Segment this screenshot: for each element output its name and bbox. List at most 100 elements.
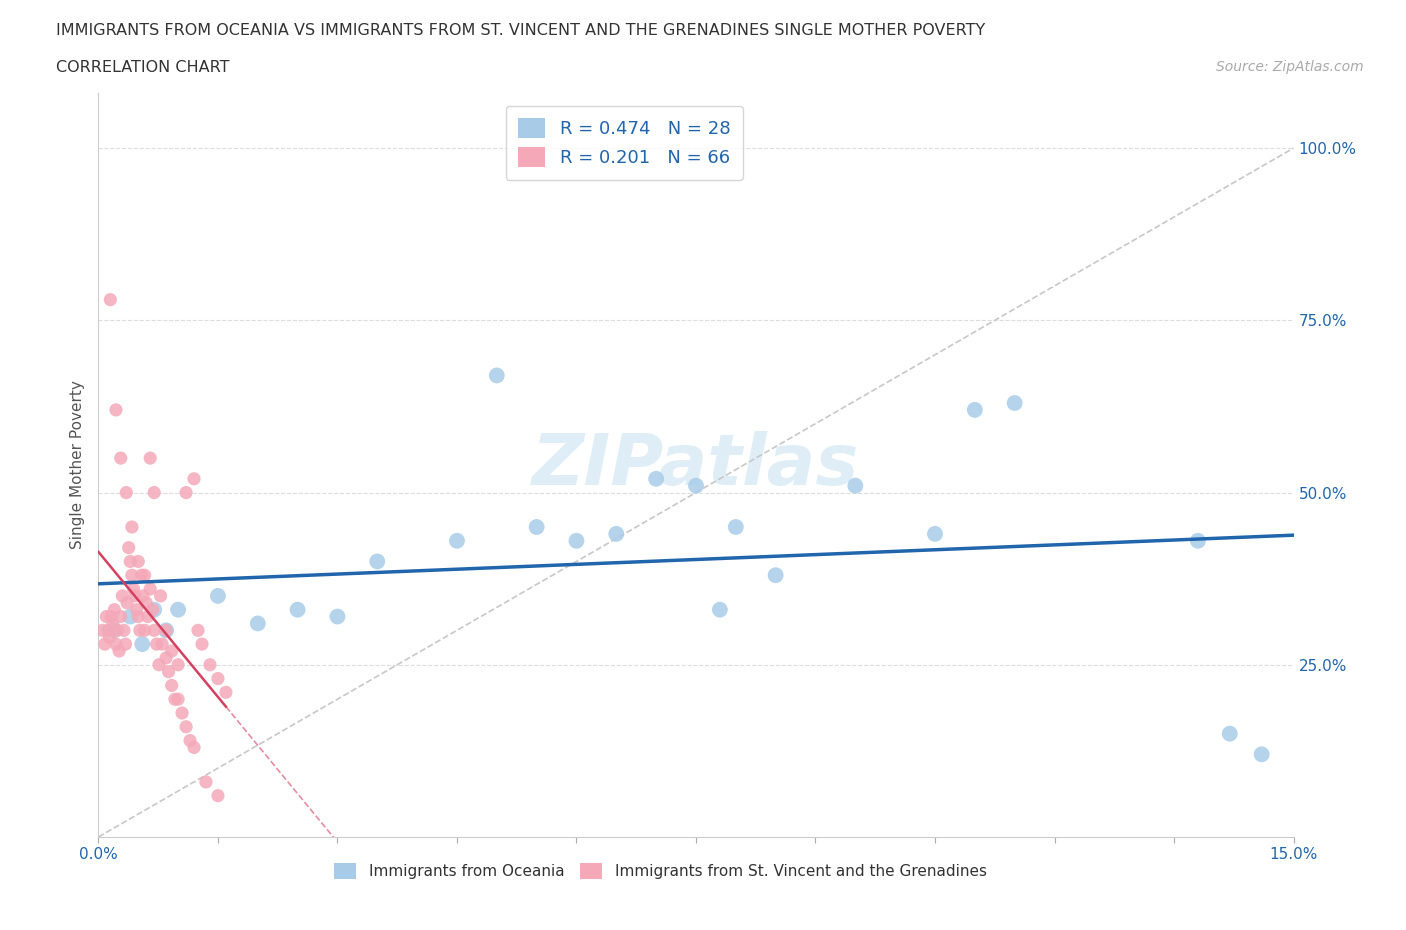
Point [131, 568, 153, 583]
Point [114, 637, 136, 652]
Point [143, 603, 166, 618]
Point [136, 609, 159, 624]
Point [150, 637, 173, 652]
Point [183, 740, 205, 755]
Point [724, 520, 747, 535]
Point [97, 623, 120, 638]
Point [122, 581, 145, 596]
Point [1187, 533, 1209, 548]
Point [167, 658, 190, 672]
Point [160, 644, 183, 658]
Point [174, 719, 197, 734]
Point [685, 478, 707, 493]
Point [195, 775, 218, 790]
Point [179, 733, 201, 748]
Point [135, 595, 157, 610]
Point [128, 623, 150, 638]
Point [91, 623, 114, 638]
Text: Source: ZipAtlas.com: Source: ZipAtlas.com [1216, 60, 1364, 74]
Point [167, 692, 190, 707]
Point [187, 623, 209, 638]
Point [142, 603, 165, 618]
Point [110, 609, 132, 624]
Point [139, 581, 162, 596]
Point [96, 609, 118, 624]
Point [526, 520, 548, 535]
Point [125, 603, 148, 618]
Point [1004, 395, 1026, 410]
Point [446, 533, 468, 548]
Point [120, 609, 142, 624]
Point [709, 603, 731, 618]
Point [98, 292, 122, 307]
Point [149, 589, 172, 604]
Point [145, 637, 167, 652]
Point [215, 684, 238, 699]
Point [121, 568, 143, 583]
Point [101, 616, 124, 631]
Point [127, 609, 149, 624]
Text: ZIPatlas: ZIPatlas [533, 431, 859, 499]
Point [844, 478, 866, 493]
Point [143, 623, 166, 638]
Point [174, 485, 197, 500]
Text: IMMIGRANTS FROM OCEANIA VS IMMIGRANTS FROM ST. VINCENT AND THE GRENADINES SINGLE: IMMIGRANTS FROM OCEANIA VS IMMIGRANTS FR… [56, 23, 986, 38]
Point [112, 623, 135, 638]
Point [155, 650, 177, 665]
Point [107, 623, 129, 638]
Point [1250, 747, 1272, 762]
Point [167, 603, 190, 618]
Point [160, 678, 183, 693]
Point [120, 554, 142, 569]
Point [108, 644, 131, 658]
Point [924, 526, 946, 541]
Point [183, 472, 205, 486]
Point [326, 609, 349, 624]
Point [207, 671, 229, 686]
Point [103, 603, 125, 618]
Point [1219, 726, 1241, 741]
Point [139, 451, 162, 466]
Point [100, 609, 122, 624]
Point [485, 368, 508, 383]
Point [124, 589, 146, 604]
Point [115, 485, 138, 500]
Legend: Immigrants from Oceania, Immigrants from St. Vincent and the Grenadines: Immigrants from Oceania, Immigrants from… [328, 857, 993, 885]
Point [246, 616, 269, 631]
Point [198, 658, 221, 672]
Point [565, 533, 588, 548]
Point [118, 540, 141, 555]
Point [103, 623, 125, 638]
Y-axis label: Single Mother Poverty: Single Mother Poverty [69, 380, 84, 550]
Point [605, 526, 627, 541]
Point [765, 568, 787, 583]
Point [143, 485, 166, 500]
Point [191, 637, 214, 652]
Point [155, 623, 177, 638]
Point [104, 637, 127, 652]
Point [121, 520, 143, 535]
Point [104, 403, 127, 418]
Point [111, 589, 134, 604]
Point [132, 589, 155, 604]
Point [207, 589, 229, 604]
Point [127, 554, 149, 569]
Point [155, 623, 177, 638]
Point [163, 692, 186, 707]
Point [94, 637, 117, 652]
Point [172, 706, 194, 721]
Text: CORRELATION CHART: CORRELATION CHART [56, 60, 229, 75]
Point [110, 451, 132, 466]
Point [134, 623, 156, 638]
Point [131, 637, 153, 652]
Point [98, 630, 121, 644]
Point [645, 472, 668, 486]
Point [366, 554, 388, 569]
Point [287, 603, 309, 618]
Point [963, 403, 986, 418]
Point [134, 568, 156, 583]
Point [157, 664, 180, 679]
Point [148, 658, 170, 672]
Point [207, 789, 229, 804]
Point [115, 595, 138, 610]
